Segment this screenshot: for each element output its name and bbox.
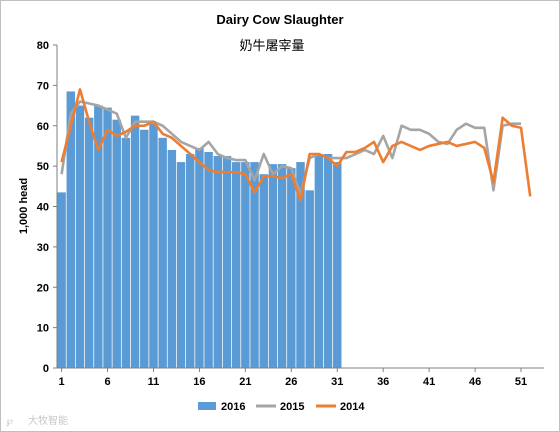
bar-2016: [259, 174, 268, 368]
bar-2016: [277, 164, 287, 368]
x-tick-label: 1: [59, 376, 65, 388]
y-tick-label: 70: [37, 80, 49, 92]
bar-2016: [94, 105, 103, 368]
line-series-2014: [60, 88, 532, 202]
bar-2016: [231, 162, 241, 368]
y-tick-label: 20: [37, 282, 49, 294]
bar-2016: [103, 107, 112, 369]
x-tick-label: 26: [285, 376, 297, 388]
legend-label-2015: 2015: [280, 401, 304, 413]
legend-label-2016: 2016: [221, 401, 245, 413]
bar-2016: [75, 105, 85, 368]
y-tick-label: 0: [43, 363, 49, 375]
bar-2016: [149, 123, 158, 368]
bar-2016: [167, 149, 177, 368]
legend: 2016 2015 2014: [198, 401, 365, 413]
bar-2016: [250, 162, 259, 368]
bar-2016: [204, 151, 213, 368]
x-tick-label: 11: [148, 376, 160, 388]
x-tick-label: 46: [469, 376, 481, 388]
y-tick-label: 40: [37, 202, 49, 214]
x-tick-label: 41: [423, 376, 435, 388]
bar-2016: [213, 156, 223, 368]
legend-swatch-2016: [198, 402, 216, 410]
bar-2016: [66, 91, 76, 369]
bar-2016: [176, 162, 186, 368]
bar-2016: [268, 164, 278, 368]
bar-2016: [195, 147, 204, 368]
x-tick-label: 16: [193, 376, 205, 388]
chart-title: Dairy Cow Slaughter: [216, 12, 343, 27]
x-tick-label: 31: [331, 376, 343, 388]
watermark-icon: ℘: [6, 416, 13, 427]
y-tick-label: 60: [37, 121, 49, 133]
y-tick-label: 10: [37, 323, 49, 335]
watermark: ℘ 大牧智能: [6, 414, 68, 427]
x-tick-label: 51: [515, 376, 527, 388]
bar-2016: [333, 162, 342, 368]
bar-2016: [305, 190, 314, 368]
bar-2016: [186, 154, 195, 368]
bar-2016: [222, 156, 232, 368]
bar-2016: [84, 117, 94, 368]
bar-2016: [241, 162, 250, 368]
bar-2016: [112, 119, 121, 368]
bar-2016: [323, 154, 333, 368]
bar-2016: [287, 168, 296, 368]
bar-2016: [314, 154, 324, 368]
watermark-text: 大牧智能: [28, 414, 68, 427]
x-tick-label: 36: [377, 376, 389, 388]
y-tick-label: 80: [37, 40, 49, 52]
chart-subtitle: 奶牛屠宰量: [239, 38, 304, 54]
bar-2016: [121, 137, 131, 368]
bar-2016: [130, 115, 140, 368]
bar-2016: [57, 192, 66, 368]
y-tick-label: 30: [37, 242, 49, 254]
bar-2016: [296, 162, 305, 368]
y-tick-label: 50: [37, 161, 49, 173]
bar-2016: [158, 137, 167, 368]
bar-2016: [140, 129, 149, 368]
legend-label-2014: 2014: [340, 401, 365, 413]
x-tick-label: 21: [239, 376, 251, 388]
x-tick-label: 6: [104, 376, 110, 388]
y-axis-label: 1,000 head: [18, 178, 30, 234]
